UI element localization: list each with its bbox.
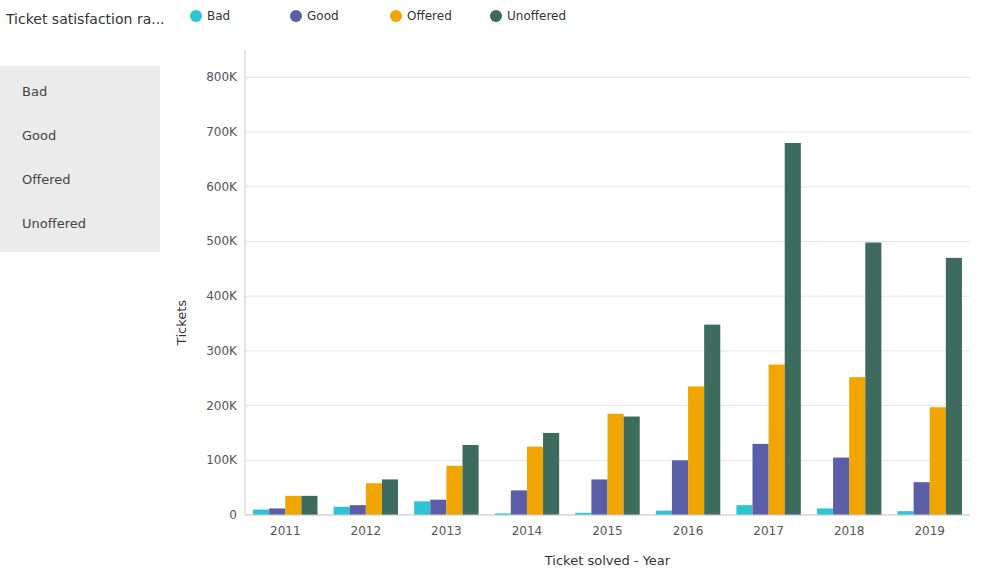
bar bbox=[672, 460, 688, 515]
grid-line bbox=[245, 77, 970, 78]
legend-item: Offered bbox=[390, 9, 452, 23]
panel-label: Offered bbox=[22, 172, 71, 187]
legend-swatch bbox=[490, 10, 502, 22]
bar bbox=[591, 479, 607, 515]
bar bbox=[608, 414, 624, 515]
legend-swatch bbox=[290, 10, 302, 22]
title: Ticket satisfaction ra... bbox=[5, 11, 165, 27]
legend-swatch bbox=[390, 10, 402, 22]
x-tick-label: 2016 bbox=[673, 524, 704, 538]
y-tick-label: 0 bbox=[229, 508, 237, 522]
x-tick-label: 2014 bbox=[512, 524, 543, 538]
y-tick-label: 100K bbox=[206, 453, 238, 467]
y-tick-label: 400K bbox=[206, 289, 238, 303]
bar bbox=[350, 505, 366, 515]
bar bbox=[269, 508, 285, 515]
x-tick-label: 2015 bbox=[592, 524, 623, 538]
y-tick-label: 300K bbox=[206, 344, 238, 358]
legend-label: Offered bbox=[407, 9, 452, 23]
grid-line bbox=[245, 132, 970, 133]
x-axis-label: Ticket solved - Year bbox=[544, 553, 671, 568]
legend-label: Bad bbox=[207, 9, 230, 23]
bar bbox=[946, 258, 962, 515]
bar bbox=[930, 407, 946, 515]
bar bbox=[704, 325, 720, 515]
bar bbox=[527, 447, 543, 515]
legend-item: Good bbox=[290, 9, 339, 23]
bar bbox=[833, 458, 849, 515]
legend-item: Unoffered bbox=[490, 9, 566, 23]
bar bbox=[543, 433, 559, 515]
x-axis-line bbox=[245, 515, 970, 516]
grid bbox=[245, 77, 970, 515]
grid-line bbox=[245, 350, 970, 351]
x-tick-label: 2017 bbox=[753, 524, 784, 538]
bar bbox=[914, 482, 930, 515]
legend-swatch bbox=[190, 10, 202, 22]
bar bbox=[446, 466, 462, 515]
bar bbox=[656, 511, 672, 515]
x-tick-label: 2019 bbox=[914, 524, 945, 538]
panel-label: Good bbox=[22, 128, 56, 143]
bar bbox=[849, 377, 865, 515]
bar bbox=[817, 508, 833, 515]
y-axis-label: Tickets bbox=[174, 300, 189, 346]
grid-line bbox=[245, 296, 970, 297]
grid-line bbox=[245, 241, 970, 242]
bar bbox=[785, 143, 801, 515]
panel-label: Bad bbox=[22, 84, 47, 99]
y-axis-line bbox=[245, 50, 246, 515]
legend-label: Good bbox=[307, 9, 339, 23]
x-tick-label: 2011 bbox=[270, 524, 301, 538]
panel-label: Unoffered bbox=[22, 216, 86, 231]
bar bbox=[898, 511, 914, 515]
y-tick-label: 200K bbox=[206, 399, 238, 413]
grid-line bbox=[245, 186, 970, 187]
y-tick-label: 500K bbox=[206, 234, 238, 248]
bar bbox=[430, 500, 446, 515]
y-tick-label: 600K bbox=[206, 180, 238, 194]
grid-line bbox=[245, 515, 970, 516]
chart: Ticket satisfaction ra... Bad Good Offered U… bbox=[0, 0, 997, 580]
bar bbox=[736, 505, 752, 515]
bar bbox=[382, 479, 398, 515]
bar bbox=[253, 510, 269, 515]
side-panel bbox=[0, 66, 160, 252]
bar bbox=[463, 445, 479, 515]
legend-item: Bad bbox=[190, 9, 230, 23]
bar bbox=[753, 444, 769, 515]
x-tick-label: 2018 bbox=[834, 524, 865, 538]
y-tick-label: 700K bbox=[206, 125, 238, 139]
bar bbox=[366, 483, 382, 515]
bar bbox=[285, 496, 301, 515]
legend-label: Unoffered bbox=[507, 9, 566, 23]
bar bbox=[624, 417, 640, 515]
bar bbox=[301, 496, 317, 515]
bar bbox=[688, 386, 704, 515]
bar bbox=[769, 365, 785, 515]
bar bbox=[414, 501, 430, 515]
x-tick-label: 2013 bbox=[431, 524, 462, 538]
bar bbox=[511, 490, 527, 515]
y-tick-label: 800K bbox=[206, 70, 238, 84]
x-tick-label: 2012 bbox=[351, 524, 382, 538]
bar bbox=[865, 243, 881, 515]
bars bbox=[253, 143, 962, 515]
bar bbox=[334, 507, 350, 515]
